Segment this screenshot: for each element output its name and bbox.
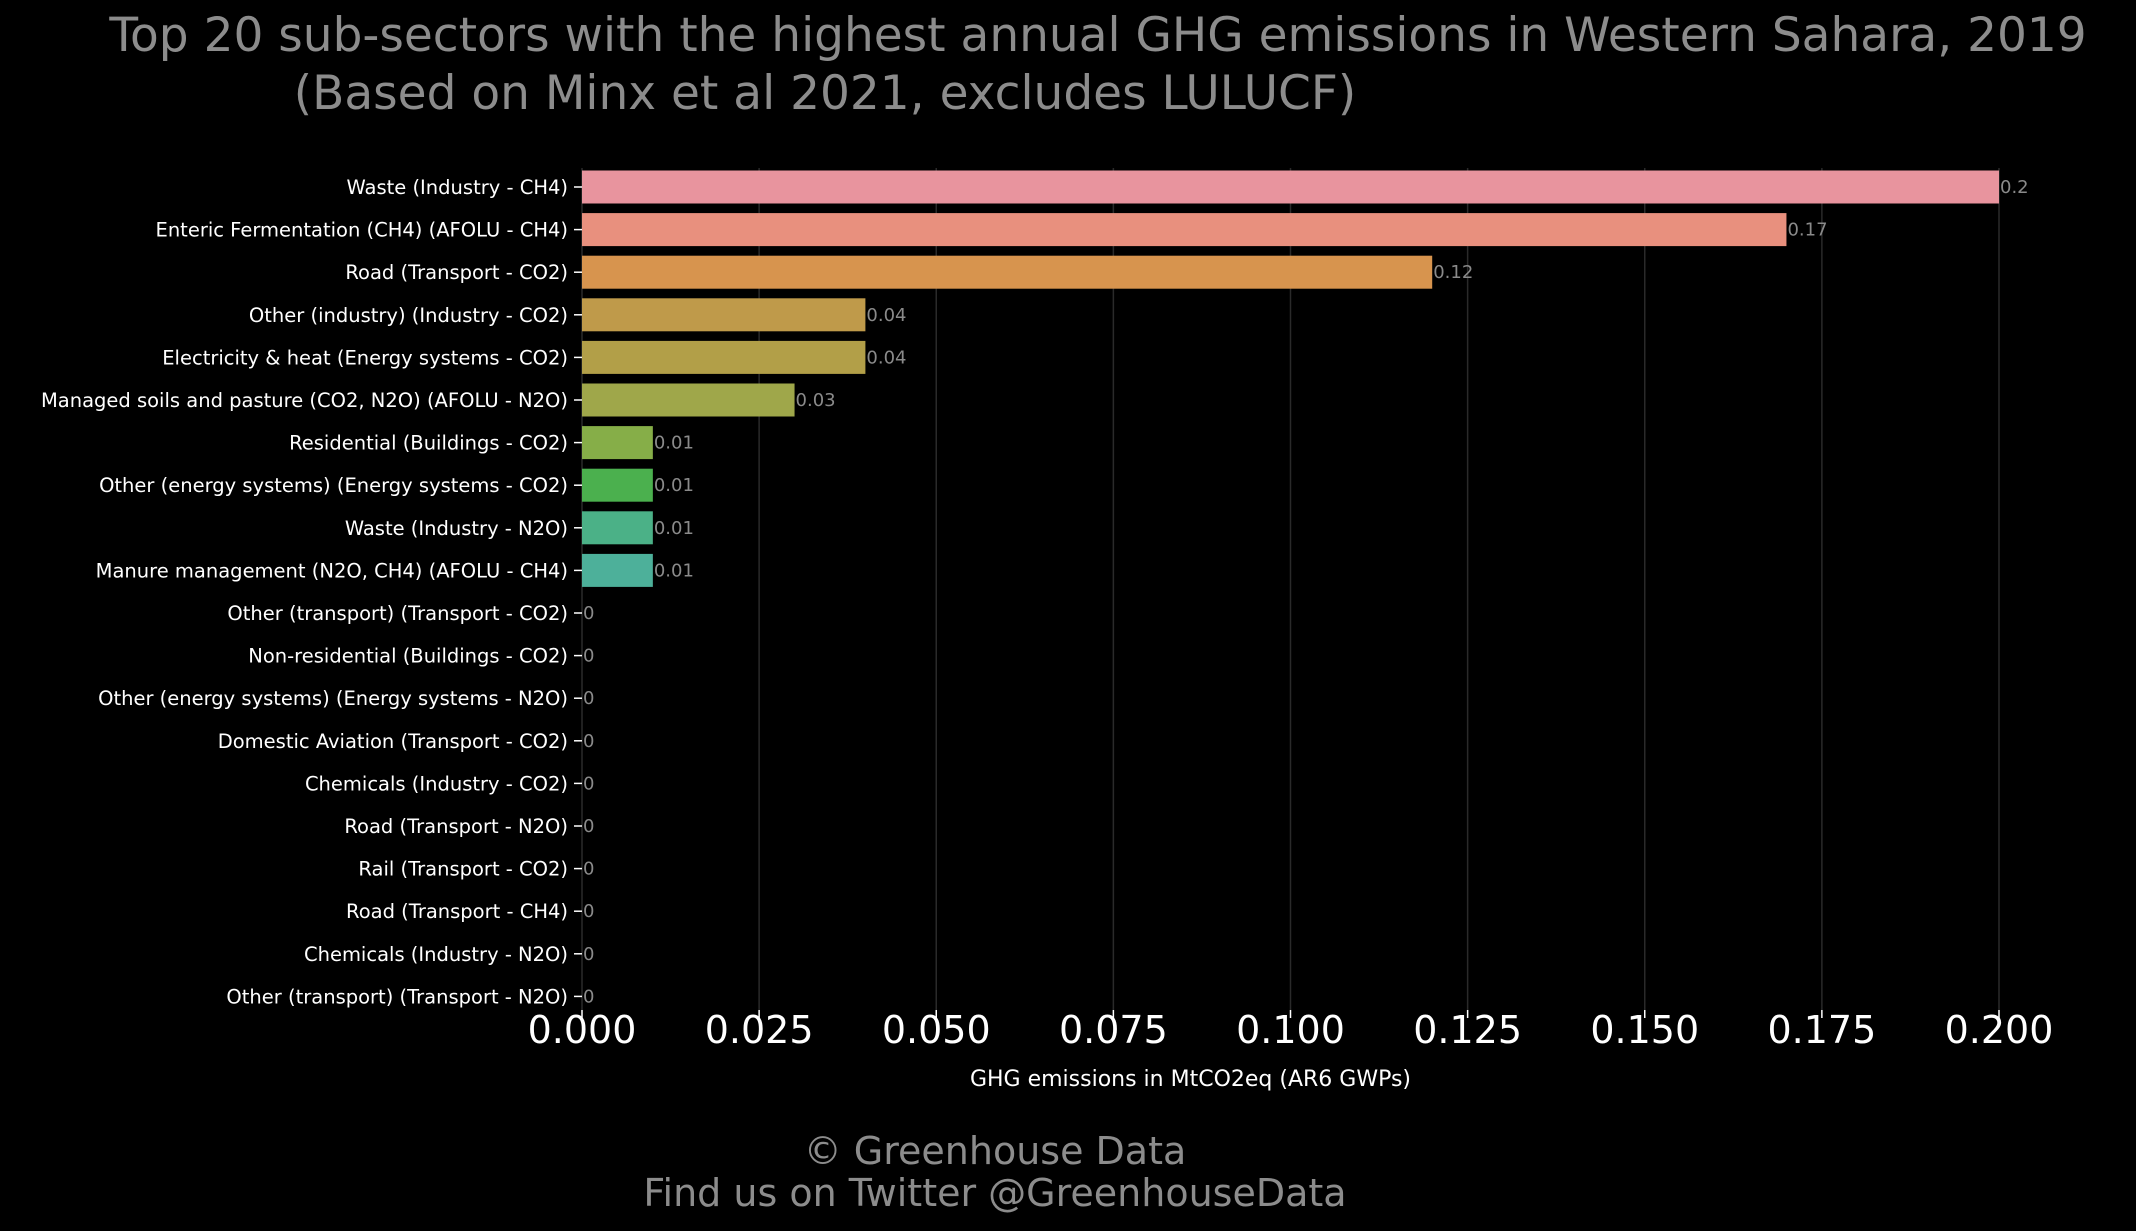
- category-label: Rail (Transport - CO2): [358, 858, 568, 881]
- data-label: 0.03: [796, 390, 836, 411]
- category-label: Non-residential (Buildings - CO2): [248, 645, 568, 668]
- chart-title: Top 20 sub-sectors with the highest annu…: [109, 8, 2087, 63]
- data-label: 0: [583, 731, 594, 752]
- x-tick-label: 0.100: [1236, 1008, 1345, 1052]
- bar-chart: Waste (Industry - CH4) 0.2 Enteric Ferment…: [41, 168, 2054, 1092]
- category-label: Chemicals (Industry - CO2): [305, 772, 568, 795]
- bar: [582, 255, 1433, 289]
- category-label: Road (Transport - CH4): [346, 900, 568, 923]
- bar: [582, 426, 653, 460]
- data-label: 0: [583, 859, 594, 880]
- data-label: 0.2: [2000, 177, 2029, 198]
- category-label: Chemicals (Industry - N2O): [304, 943, 568, 966]
- bar: [582, 213, 1787, 247]
- footer-twitter: Find us on Twitter @GreenhouseData: [643, 1171, 1347, 1215]
- category-label: Other (energy systems) (Energy systems -…: [98, 687, 568, 710]
- data-label: 0: [583, 603, 594, 624]
- data-label: 0.12: [1433, 262, 1473, 283]
- data-label: 0.01: [654, 433, 694, 454]
- bar: [582, 298, 866, 332]
- x-tick-label: 0.175: [1767, 1008, 1876, 1052]
- category-label: Residential (Buildings - CO2): [289, 432, 568, 455]
- category-label: Road (Transport - CO2): [345, 261, 568, 284]
- data-label: 0.17: [1787, 220, 1827, 241]
- category-label: Managed soils and pasture (CO2, N2O) (AF…: [41, 389, 568, 412]
- bar: [582, 553, 653, 587]
- bar: [582, 468, 653, 502]
- category-label: Waste (Industry - N2O): [345, 517, 568, 540]
- x-tick-label: 0.000: [528, 1008, 637, 1052]
- category-label: Other (energy systems) (Energy systems -…: [99, 474, 568, 497]
- data-label: 0: [583, 646, 594, 667]
- footer-copyright: © Greenhouse Data: [803, 1129, 1187, 1173]
- category-label: Waste (Industry - CH4): [346, 176, 568, 199]
- x-axis-label: GHG emissions in MtCO2eq (AR6 GWPs): [970, 1067, 1411, 1092]
- category-label: Other (transport) (Transport - CO2): [227, 602, 568, 625]
- x-tick-label: 0.150: [1590, 1008, 1699, 1052]
- category-label: Enteric Fermentation (CH4) (AFOLU - CH4): [156, 219, 569, 242]
- data-label: 0.04: [866, 347, 906, 368]
- chart-subtitle: (Based on Minx et al 2021, excludes LULU…: [293, 66, 1357, 121]
- x-tick-label: 0.050: [882, 1008, 991, 1052]
- data-label: 0: [583, 688, 594, 709]
- x-tick-label: 0.125: [1413, 1008, 1522, 1052]
- data-label: 0: [583, 816, 594, 837]
- data-label: 0.01: [654, 475, 694, 496]
- bar: [582, 511, 653, 545]
- x-tick-label: 0.025: [705, 1008, 814, 1052]
- category-label: Electricity & heat (Energy systems - CO2…: [162, 346, 568, 369]
- x-tick-label: 0.075: [1059, 1008, 1168, 1052]
- data-label: 0.01: [654, 518, 694, 539]
- category-label: Domestic Aviation (Transport - CO2): [218, 730, 568, 753]
- bar: [582, 383, 795, 417]
- data-label: 0: [583, 986, 594, 1007]
- category-label: Other (transport) (Transport - N2O): [226, 985, 568, 1008]
- data-label: 0: [583, 773, 594, 794]
- bar: [582, 170, 1999, 204]
- data-label: 0: [583, 901, 594, 922]
- data-label: 0: [583, 944, 594, 965]
- category-label: Manure management (N2O, CH4) (AFOLU - CH…: [96, 559, 568, 582]
- category-label: Other (industry) (Industry - CO2): [249, 304, 568, 327]
- x-tick-label: 0.200: [1945, 1008, 2054, 1052]
- bar: [582, 340, 866, 374]
- data-label: 0.04: [866, 305, 906, 326]
- category-label: Road (Transport - N2O): [344, 815, 568, 838]
- data-label: 0.01: [654, 560, 694, 581]
